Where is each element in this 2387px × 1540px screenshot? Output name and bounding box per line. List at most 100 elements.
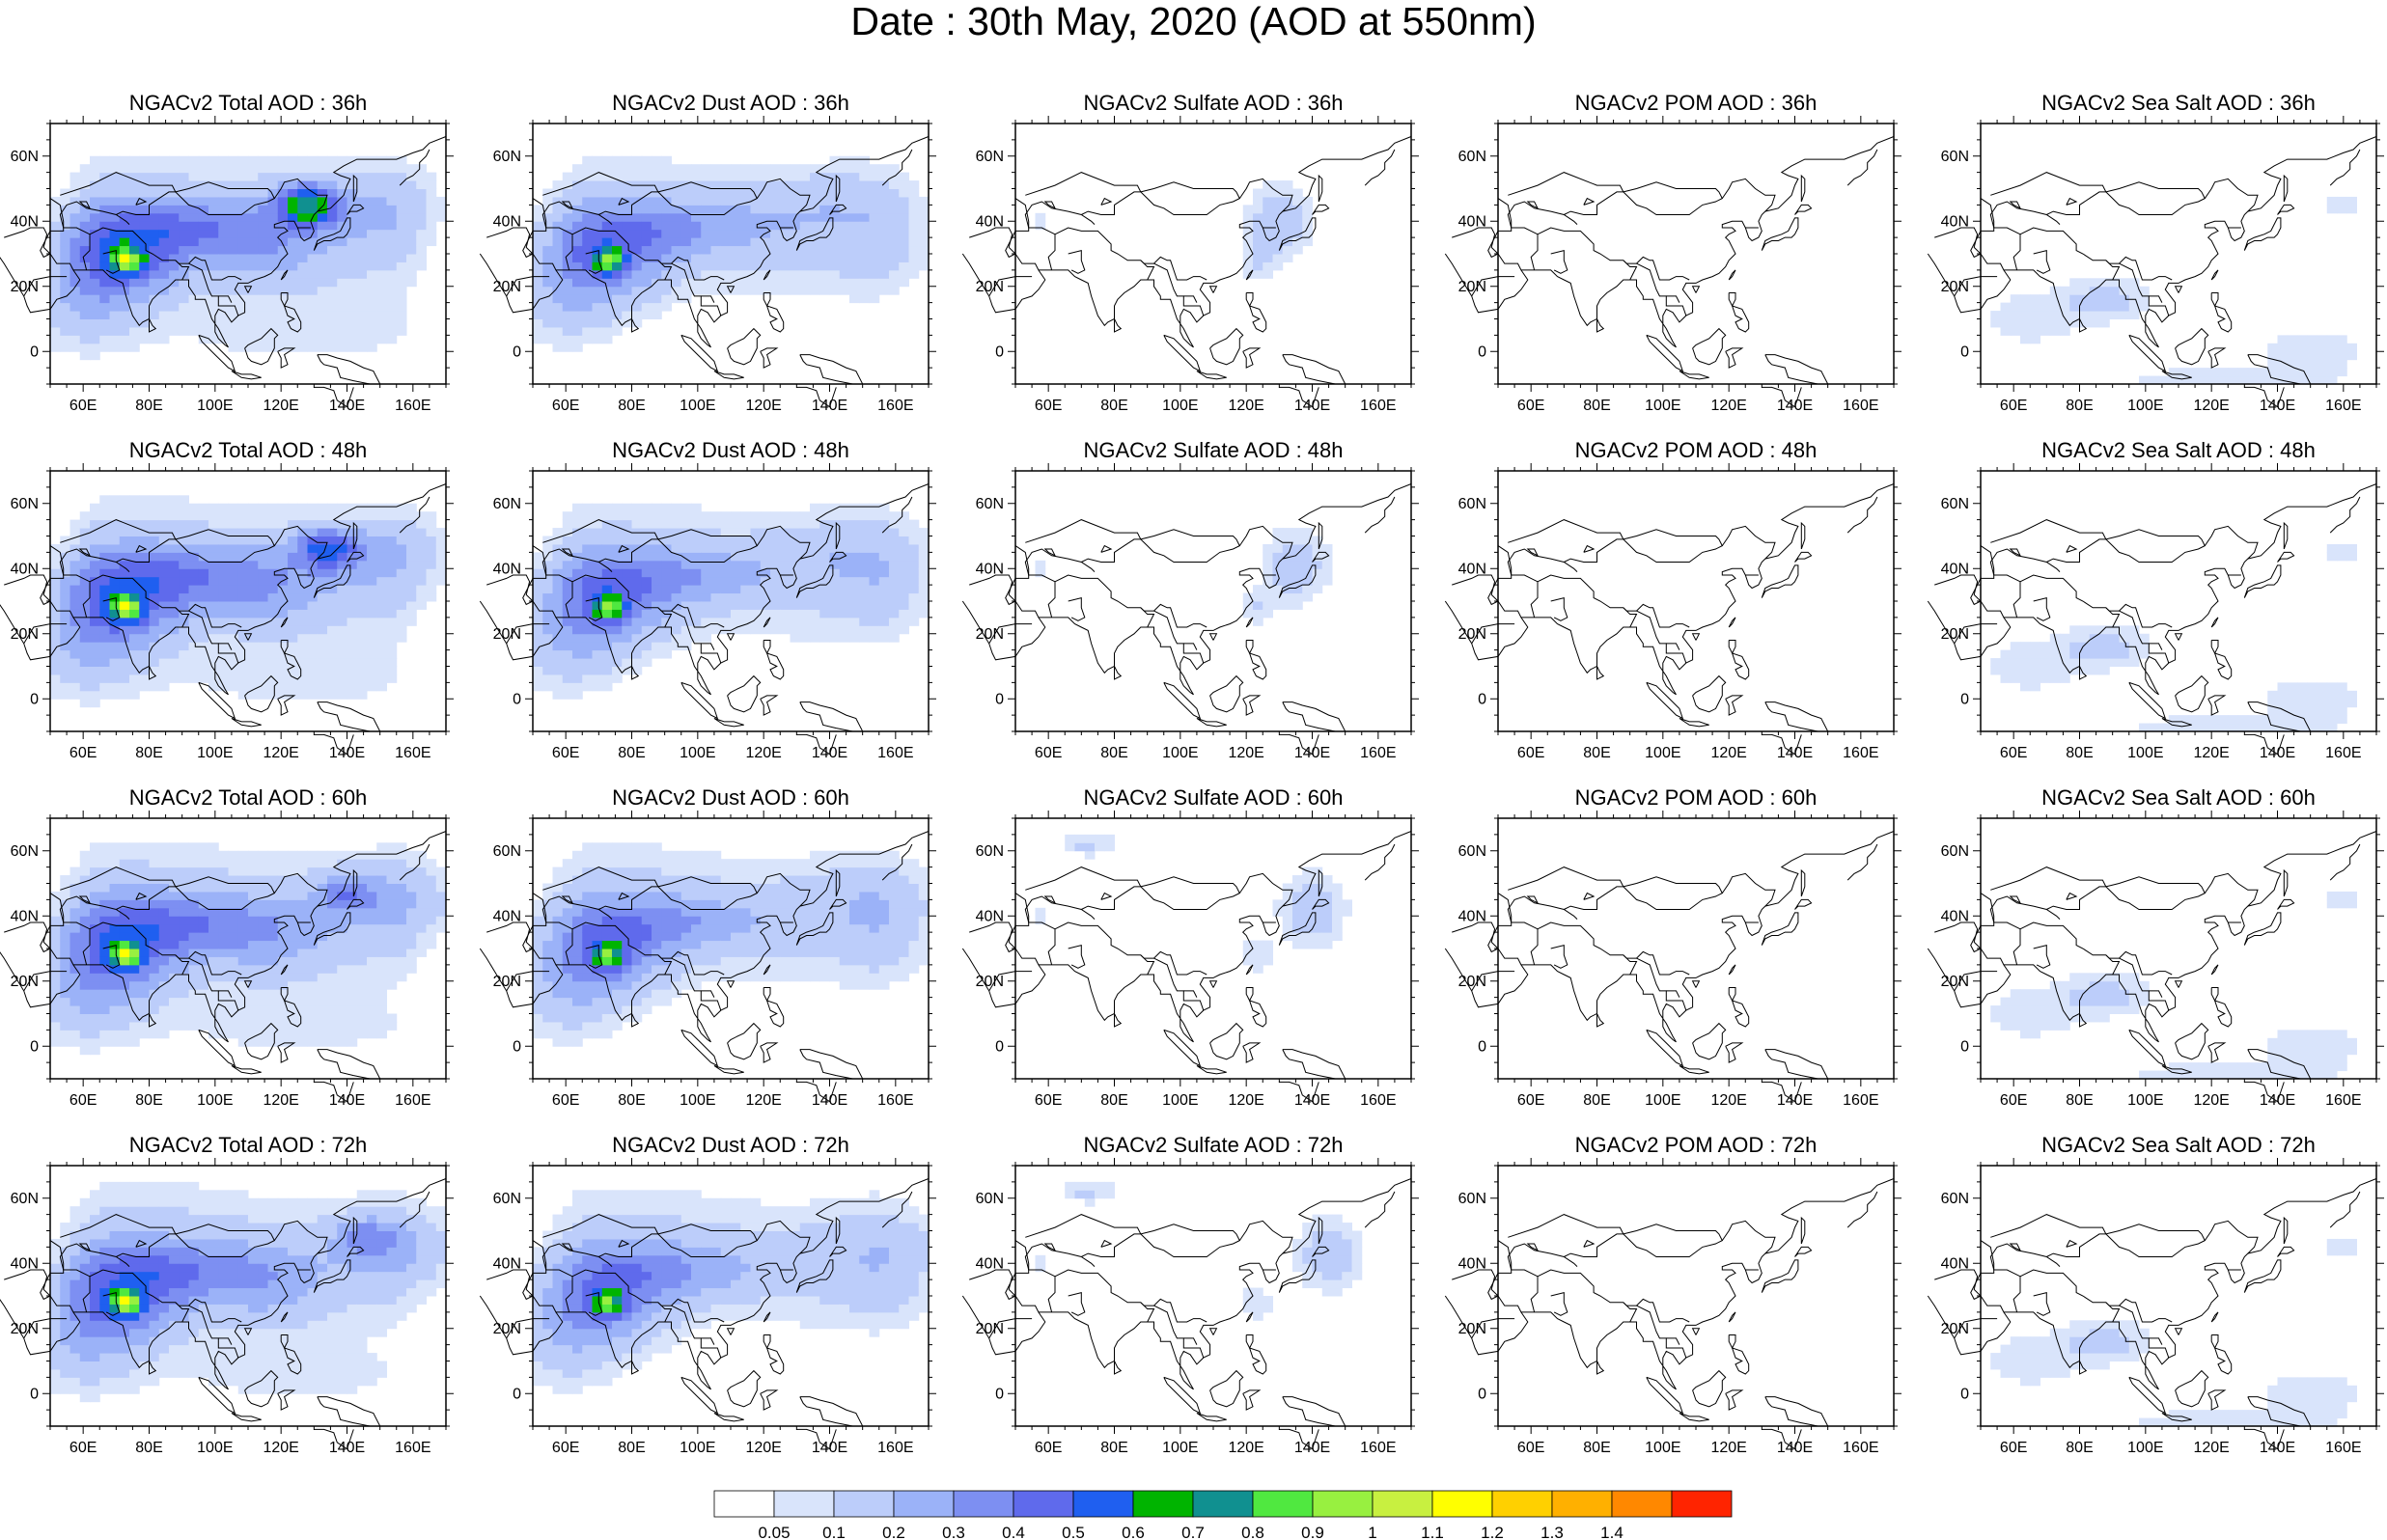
aod-cell — [2346, 690, 2357, 700]
aod-cell — [188, 568, 200, 578]
aod-cell — [337, 543, 347, 553]
aod-cell — [869, 601, 880, 610]
aod-cell — [406, 592, 417, 602]
aod-cell — [819, 601, 830, 610]
aod-cell — [416, 560, 427, 569]
aod-cell — [367, 585, 377, 594]
aod-cell — [327, 560, 338, 569]
aod-cell — [188, 658, 200, 667]
aod-cell — [198, 155, 209, 165]
coastline-path — [988, 623, 1033, 645]
aod-cell — [562, 254, 573, 262]
aod-cell — [129, 592, 140, 602]
aod-cell — [188, 278, 200, 288]
aod-cell — [710, 221, 722, 231]
aod-cell — [612, 576, 623, 586]
aod-cell — [839, 245, 850, 255]
aod-cell — [258, 576, 268, 586]
aod-cell — [661, 269, 672, 279]
aod-cell — [2346, 196, 2357, 206]
aod-cell — [878, 229, 890, 238]
aod-cell — [109, 658, 121, 667]
aod-cell — [799, 528, 811, 536]
aod-cell — [237, 690, 249, 700]
aod-cell — [406, 576, 417, 586]
aod-cell — [208, 155, 219, 165]
aod-cell — [2168, 723, 2179, 732]
aod-cell — [237, 592, 249, 602]
aod-cell — [2297, 690, 2308, 700]
aod-cell — [288, 503, 298, 512]
aod-cell — [859, 155, 870, 165]
aod-cell — [2010, 666, 2021, 675]
aod-cell — [426, 196, 437, 206]
aod-cell — [149, 278, 160, 288]
aod-cell — [859, 205, 870, 214]
aod-cell — [158, 311, 170, 319]
aod-cell — [849, 601, 860, 610]
aod-cell — [237, 642, 249, 651]
aod-cell — [889, 528, 900, 536]
coastline-path — [273, 178, 328, 212]
aod-cell — [720, 592, 732, 602]
aod-cell — [2099, 625, 2110, 635]
aod-cell — [2049, 649, 2061, 659]
aod-cell — [1302, 205, 1313, 214]
aod-cell — [188, 585, 200, 594]
aod-cell — [542, 212, 553, 222]
aod-cell — [99, 592, 110, 602]
coastline-path — [2003, 483, 2377, 696]
aod-cell — [582, 519, 593, 529]
aod-cell — [129, 212, 140, 222]
aod-cell — [2030, 682, 2040, 692]
aod-cell — [780, 237, 791, 247]
aod-cell — [1253, 221, 1263, 231]
coastline-path — [1721, 525, 1776, 560]
aod-cell — [109, 625, 121, 635]
aod-cell — [288, 511, 298, 521]
aod-cell — [2258, 715, 2268, 725]
aod-cell — [652, 536, 662, 545]
aod-cell — [760, 196, 771, 206]
aod-cell — [376, 674, 387, 683]
aod-cell — [671, 503, 682, 512]
aod-cell — [317, 205, 328, 214]
coastline-path — [671, 610, 722, 664]
aod-cell — [671, 196, 682, 206]
coastline-path — [1761, 217, 1799, 251]
aod-cell — [582, 254, 593, 262]
aod-cell — [396, 164, 407, 174]
aod-cell — [416, 528, 427, 536]
aod-cell — [592, 585, 603, 594]
aod-cell — [69, 318, 81, 328]
aod-cell — [386, 261, 398, 271]
aod-cell — [770, 536, 781, 545]
aod-cell — [119, 617, 130, 626]
aod-cell — [356, 519, 368, 529]
aod-cell — [327, 576, 338, 586]
aod-cell — [60, 617, 70, 626]
aod-cell — [661, 229, 672, 238]
aod-cell — [601, 326, 613, 336]
aod-cell — [691, 625, 702, 635]
aod-cell — [208, 568, 219, 578]
aod-cell — [426, 585, 437, 594]
aod-cell — [149, 286, 160, 295]
aod-cell — [317, 552, 328, 562]
aod-cell — [179, 503, 189, 512]
aod-cell — [376, 601, 387, 610]
aod-cell — [435, 528, 447, 536]
aod-cell — [367, 196, 377, 206]
aod-cell — [356, 617, 368, 626]
aod-cell — [158, 609, 170, 619]
aod-cell — [416, 592, 427, 602]
aod-cell — [307, 343, 319, 352]
aod-cell — [119, 245, 130, 255]
aod-cell — [2089, 286, 2100, 295]
aod-cell — [720, 254, 732, 262]
aod-cell — [878, 528, 890, 536]
aod-cell — [701, 543, 711, 553]
aod-cell — [79, 269, 91, 279]
aod-cell — [60, 343, 70, 352]
aod-cell — [188, 326, 200, 336]
